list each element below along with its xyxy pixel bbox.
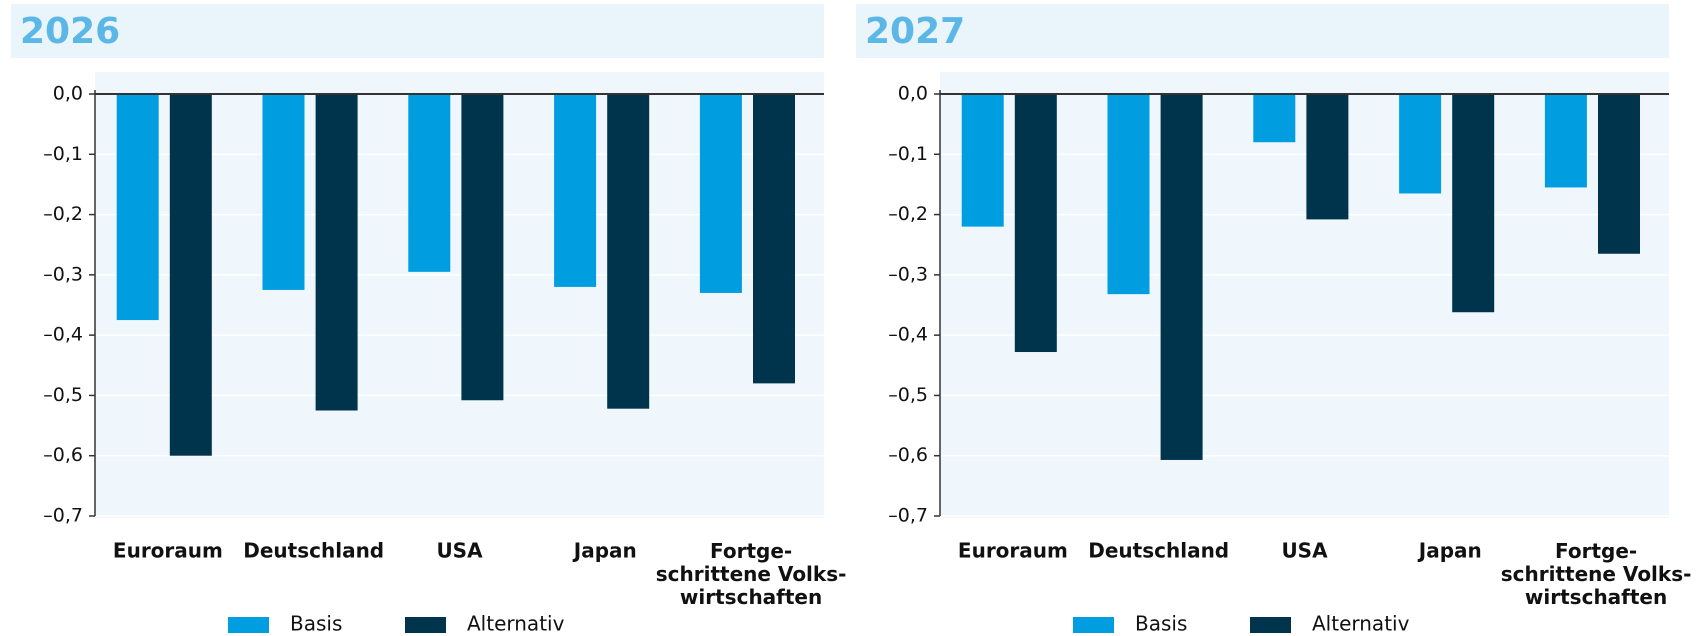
bar bbox=[169, 94, 212, 456]
x-tick-label: Japan bbox=[1417, 539, 1482, 563]
x-tick-label: Deutschland bbox=[243, 539, 384, 563]
legend-label: Basis bbox=[1135, 612, 1187, 636]
bar bbox=[315, 94, 358, 411]
x-tick-label: Deutschland bbox=[1088, 539, 1229, 563]
bar bbox=[607, 94, 650, 409]
y-tick-label: –0,6 bbox=[43, 444, 83, 466]
bar bbox=[1399, 94, 1442, 194]
bar bbox=[753, 94, 795, 384]
y-tick-label: –0,6 bbox=[888, 444, 928, 466]
y-tick-label: –0,3 bbox=[888, 263, 928, 285]
legend-swatch bbox=[1250, 617, 1291, 633]
y-tick-label: –0,1 bbox=[888, 143, 928, 165]
y-tick-label: 0,0 bbox=[898, 83, 928, 105]
y-tick-label: –0,5 bbox=[43, 384, 83, 406]
y-tick-label: –0,7 bbox=[888, 505, 928, 527]
x-tick-label: Fortge-schrittene Volks-wirtschaften bbox=[656, 539, 847, 609]
y-tick-label: –0,2 bbox=[43, 203, 83, 225]
bar bbox=[116, 94, 159, 321]
title-band bbox=[11, 4, 824, 58]
bar bbox=[1160, 94, 1203, 460]
bar bbox=[1014, 94, 1057, 353]
legend-swatch bbox=[228, 617, 269, 633]
bar bbox=[1598, 94, 1640, 254]
y-tick-label: –0,5 bbox=[888, 384, 928, 406]
bar bbox=[1306, 94, 1349, 220]
legend-swatch bbox=[405, 617, 446, 633]
y-tick-label: –0,3 bbox=[43, 263, 83, 285]
x-tick-label: Euroraum bbox=[113, 539, 223, 563]
bar bbox=[961, 94, 1004, 227]
bar bbox=[1107, 94, 1150, 295]
legend-label: Basis bbox=[290, 612, 342, 636]
bar bbox=[408, 94, 451, 272]
x-tick-label: USA bbox=[1281, 539, 1328, 563]
title-band bbox=[856, 4, 1669, 58]
legend-label: Alternativ bbox=[1312, 612, 1410, 636]
y-tick-label: 0,0 bbox=[53, 83, 83, 105]
bar bbox=[1452, 94, 1495, 313]
y-tick-label: –0,1 bbox=[43, 143, 83, 165]
bar bbox=[1253, 94, 1296, 143]
x-tick-label: Japan bbox=[572, 539, 637, 563]
x-tick-label: USA bbox=[436, 539, 483, 563]
y-tick-label: –0,4 bbox=[43, 324, 83, 346]
chart-title: 2026 bbox=[20, 11, 120, 52]
legend-swatch bbox=[1073, 617, 1114, 633]
bar bbox=[554, 94, 597, 287]
y-tick-label: –0,7 bbox=[43, 505, 83, 527]
bar bbox=[461, 94, 504, 401]
chart-title: 2027 bbox=[865, 11, 965, 52]
bar bbox=[1544, 94, 1587, 188]
x-tick-label: Fortge-schrittene Volks-wirtschaften bbox=[1501, 539, 1692, 609]
legend-label: Alternativ bbox=[467, 612, 565, 636]
y-tick-label: –0,2 bbox=[888, 203, 928, 225]
bar bbox=[262, 94, 305, 290]
x-tick-label: Euroraum bbox=[958, 539, 1068, 563]
bar bbox=[699, 94, 742, 293]
y-tick-label: –0,4 bbox=[888, 324, 928, 346]
